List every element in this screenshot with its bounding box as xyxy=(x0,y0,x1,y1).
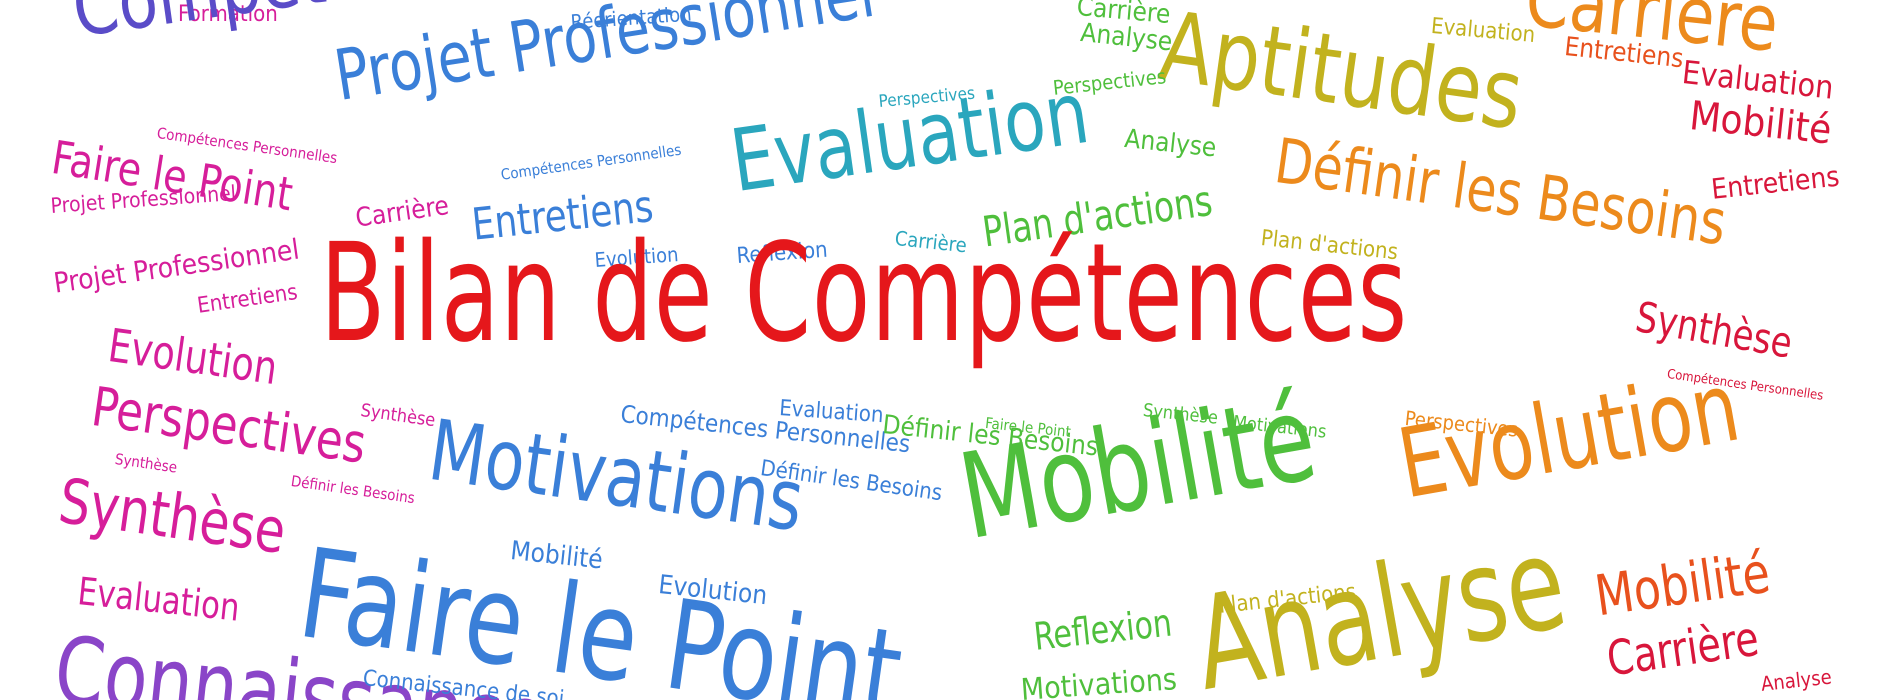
word: Reflexion xyxy=(1031,600,1174,659)
word: Evaluation xyxy=(75,569,242,630)
word: Evaluation xyxy=(725,63,1095,213)
word: Mobilité xyxy=(950,368,1326,567)
word: Définir les Besoins xyxy=(289,472,416,508)
word: Analyse xyxy=(1184,508,1577,700)
main-title: Bilan de Compétences xyxy=(320,215,1408,373)
word: Evolution xyxy=(1390,350,1748,521)
word: Synthèse xyxy=(54,464,291,569)
word: Motivations xyxy=(1019,662,1178,700)
word: Projet Professionnel xyxy=(329,0,880,118)
word: Analyse xyxy=(1079,18,1174,58)
word: Formation xyxy=(178,2,278,27)
word: Analyse xyxy=(1759,664,1833,696)
word: Entretiens xyxy=(195,279,300,319)
word: Compétences Personnelles xyxy=(499,140,683,184)
word: Synthèse xyxy=(359,400,437,432)
word: Entretiens xyxy=(1709,159,1841,206)
word: Analyse xyxy=(1123,124,1218,164)
